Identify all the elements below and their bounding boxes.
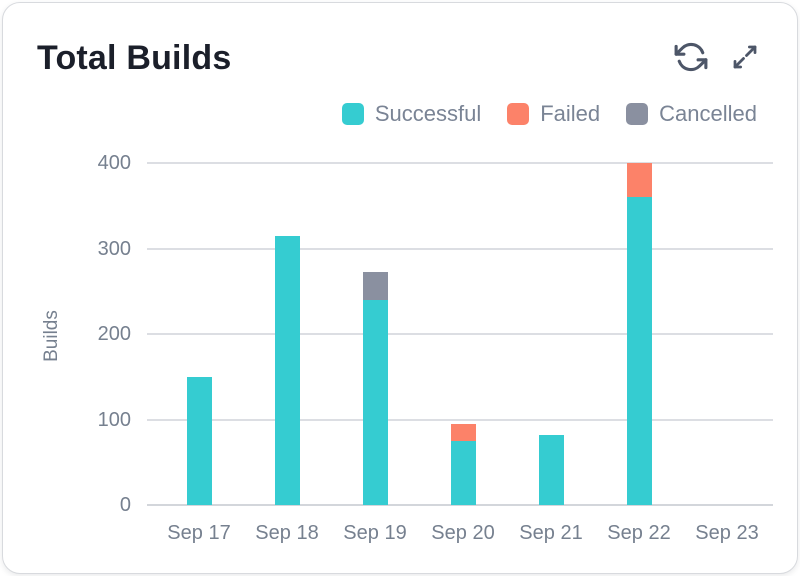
- y-tick-label-400: 400: [97, 152, 131, 174]
- x-tick-label-sep-23: Sep 23: [695, 522, 759, 544]
- x-tick-label-sep-21: Sep 21: [519, 522, 583, 544]
- bar-sep-22-successful[interactable]: [626, 197, 652, 505]
- legend-label: Successful: [374, 101, 482, 126]
- gridline-100: [147, 418, 773, 421]
- y-tick-label-0: 0: [119, 494, 131, 516]
- bar-sep-20-failed[interactable]: [450, 423, 476, 441]
- x-tick-label-sep-18: Sep 18: [255, 522, 319, 544]
- chart-area: Builds 0 100 200 300 400 Sep 17 Sep 18 Sep 19 Se…: [3, 3, 797, 573]
- legend-swatch-cancelled: [626, 103, 649, 125]
- bar-sep-21-successful[interactable]: [538, 434, 564, 505]
- y-tick-label-300: 300: [97, 237, 131, 260]
- x-axis-line: [147, 504, 773, 506]
- gridline-400: [147, 162, 773, 164]
- bar-sep-19-cancelled[interactable]: [362, 272, 388, 300]
- bar-sep-18-successful[interactable]: [274, 235, 300, 505]
- x-tick-label-sep-22: Sep 22: [607, 522, 671, 544]
- x-tick-label-sep-20: Sep 20: [431, 522, 495, 544]
- bar-sep-19-successful[interactable]: [362, 299, 388, 505]
- legend-label: Failed: [540, 101, 601, 126]
- expand-button[interactable]: [724, 36, 766, 78]
- refresh-button[interactable]: [670, 36, 712, 78]
- y-axis-title: Builds: [41, 310, 62, 362]
- chart-title: Total Builds: [37, 39, 232, 77]
- legend-item-cancelled[interactable]: Cancelled: [626, 101, 757, 127]
- y-tick-label-200: 200: [97, 323, 131, 345]
- bar-sep-22-failed[interactable]: [626, 163, 652, 198]
- legend-swatch-failed: [507, 103, 530, 125]
- chart-legend: Successful Failed Cancelled: [341, 101, 757, 127]
- x-tick-label-sep-17: Sep 17: [167, 522, 231, 544]
- legend-item-successful[interactable]: Successful: [341, 101, 482, 127]
- gridline-200: [147, 333, 773, 335]
- bar-sep-17-successful[interactable]: [186, 376, 212, 506]
- y-tick-label-100: 100: [97, 408, 131, 431]
- bar-sep-20-successful[interactable]: [450, 440, 476, 505]
- legend-item-failed[interactable]: Failed: [507, 101, 600, 127]
- gridline-300: [147, 247, 773, 250]
- x-tick-label-sep-19: Sep 19: [343, 522, 407, 544]
- legend-swatch-successful: [341, 103, 364, 125]
- expand-icon: [733, 45, 757, 69]
- refresh-icon: [674, 42, 708, 72]
- legend-label: Cancelled: [659, 101, 757, 126]
